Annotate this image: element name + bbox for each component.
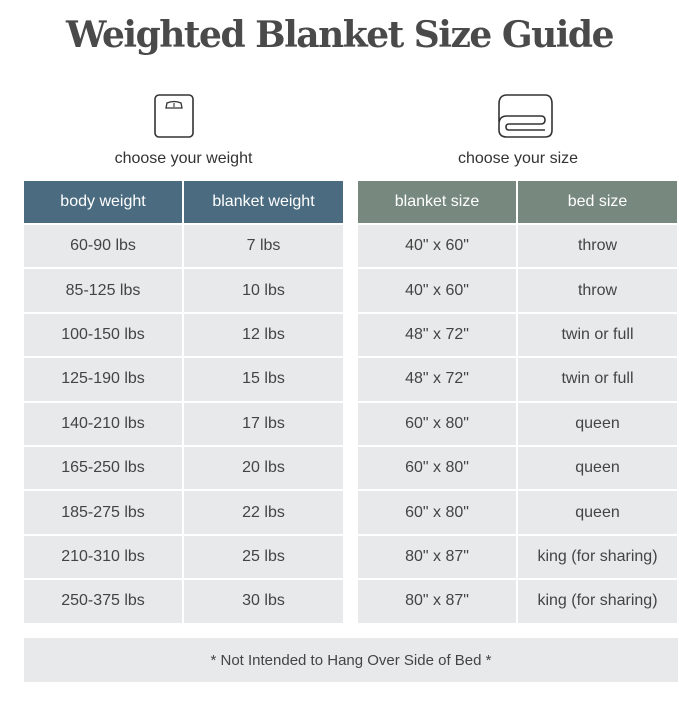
table-cell: throw — [518, 225, 677, 268]
table-cell: 85-125 lbs — [24, 269, 182, 312]
table-cell: 40" x 60" — [358, 269, 516, 312]
column-header: body weight — [24, 181, 182, 223]
table-cell: 60-90 lbs — [24, 225, 182, 268]
table-cell: 40" x 60" — [358, 225, 516, 268]
table-cell: king (for sharing) — [518, 580, 677, 623]
table-cell: 17 lbs — [184, 402, 343, 445]
table-cell: queen — [518, 446, 677, 490]
table-cell: twin or full — [518, 358, 677, 401]
table-cell: 30 lbs — [184, 580, 343, 623]
table-cell: 10 lbs — [184, 269, 343, 312]
table-cell: 185-275 lbs — [24, 491, 182, 534]
column-header: bed size — [518, 181, 677, 223]
table-cell: 210-310 lbs — [24, 535, 182, 579]
page-title: Weighted Blanket Size Guide — [66, 14, 615, 56]
table-cell: 140-210 lbs — [24, 402, 182, 445]
table-cell: 125-190 lbs — [24, 358, 182, 401]
size-table: blanket size bed size 40" x 60" throw 40" x … — [358, 181, 677, 623]
table-cell: king (for sharing) — [518, 535, 677, 579]
table-cell: 60" x 80" — [358, 402, 516, 445]
weight-table: body weight blanket weight 60-90 lbs 7 lbs 8… — [24, 181, 343, 623]
table-cell: twin or full — [518, 313, 677, 357]
table-cell: queen — [518, 491, 677, 534]
table-cell: 80" x 87" — [358, 580, 516, 623]
table-cell: 100-150 lbs — [24, 313, 182, 357]
weight-caption: choose your weight — [114, 150, 253, 167]
size-caption: choose your size — [457, 150, 579, 167]
table-cell: 20 lbs — [184, 446, 343, 490]
table-cell: 250-375 lbs — [24, 580, 182, 623]
table-cell: 25 lbs — [184, 535, 343, 579]
table-cell: 22 lbs — [184, 491, 343, 534]
folded-blanket-icon — [498, 94, 553, 138]
table-cell: 80" x 87" — [358, 535, 516, 579]
table-cell: 48" x 72" — [358, 313, 516, 357]
footer-note: * Not Intended to Hang Over Side of Bed … — [24, 638, 678, 682]
column-header: blanket size — [358, 181, 516, 223]
column-header: blanket weight — [184, 181, 343, 223]
table-cell: throw — [518, 269, 677, 312]
table-cell: 15 lbs — [184, 358, 343, 401]
table-cell: 48" x 72" — [358, 358, 516, 401]
table-cell: 60" x 80" — [358, 491, 516, 534]
table-cell: 165-250 lbs — [24, 446, 182, 490]
table-cell: 60" x 80" — [358, 446, 516, 490]
scale-icon — [154, 94, 194, 138]
table-cell: 12 lbs — [184, 313, 343, 357]
table-cell: 7 lbs — [184, 225, 343, 268]
table-cell: queen — [518, 402, 677, 445]
